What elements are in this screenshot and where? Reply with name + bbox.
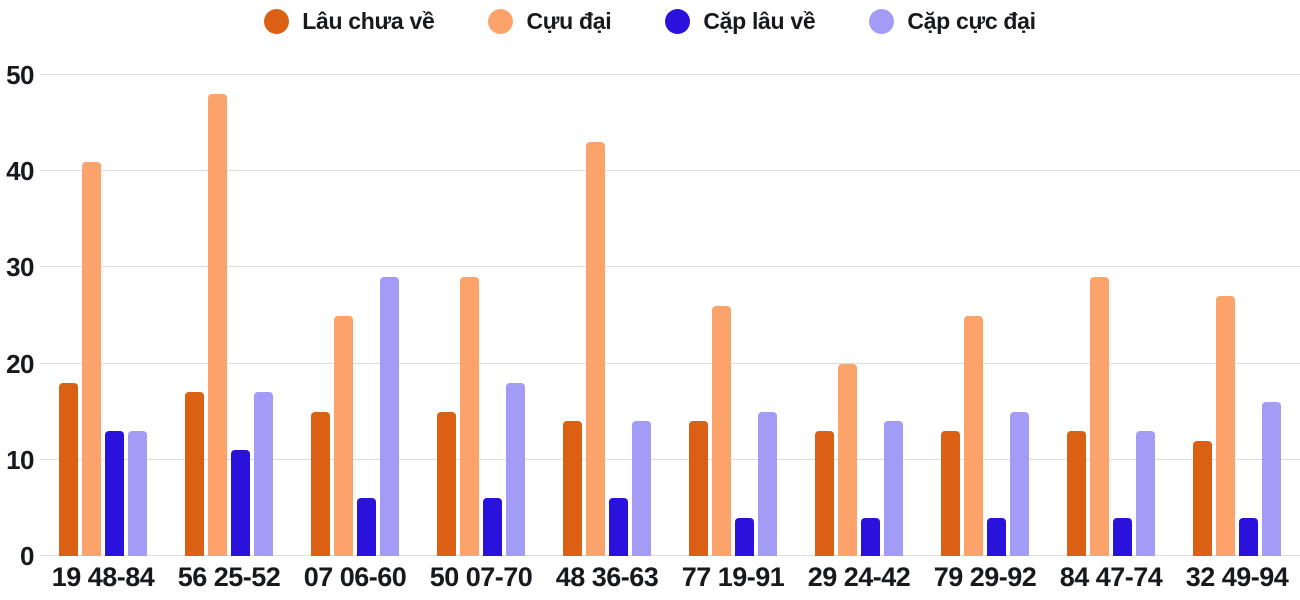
bar-series-1 [689, 421, 708, 556]
gridline-y-40 [40, 170, 1300, 172]
bar-group-10 [1174, 75, 1300, 556]
bar-series-3 [105, 430, 124, 556]
bar-series-2 [460, 277, 479, 556]
y-tick-label: 10 [6, 444, 34, 475]
x-category-label: 56 25-52 [177, 562, 281, 592]
bar-series-3 [231, 450, 250, 556]
bar-series-1 [59, 382, 78, 556]
bar-group-7 [796, 75, 922, 556]
bar-series-2 [1216, 296, 1235, 556]
bar-group-3 [292, 75, 418, 556]
y-tick-label: 40 [6, 156, 34, 187]
y-axis-labels: 0 10 20 30 40 50 [0, 60, 34, 571]
bar-group-4 [418, 75, 544, 556]
bar-series-3 [861, 517, 880, 556]
gridline-y-30 [40, 266, 1300, 268]
bar-series-1 [815, 430, 834, 556]
chart-legend: Lâu chưa về Cựu đại Cặp lâu về Cặp cực đại [0, 8, 1300, 35]
bar-series-3 [1113, 517, 1132, 556]
x-category-label: 84 47-74 [1059, 562, 1163, 592]
legend-label: Cựu đại [526, 8, 612, 34]
bar-groups [40, 75, 1300, 556]
bar-series-4 [380, 277, 399, 556]
legend-item-4[interactable]: Cặp cực đại [869, 8, 1036, 35]
x-category-label: 07 06-60 [303, 562, 407, 592]
bar-series-1 [1193, 440, 1212, 556]
x-category-label: 79 29-92 [933, 562, 1037, 592]
bar-series-2 [208, 94, 227, 556]
gridline-y-10 [40, 458, 1300, 460]
legend-label: Cặp lâu về [703, 8, 816, 34]
bar-series-3 [357, 498, 376, 556]
x-axis-labels: 19 48-84 56 25-52 07 06-60 50 07-70 48 36-63… [40, 562, 1300, 593]
bar-series-4 [758, 411, 777, 556]
bar-group-8 [922, 75, 1048, 556]
x-category-label: 32 49-94 [1185, 562, 1289, 592]
bar-group-9 [1048, 75, 1174, 556]
bar-series-3 [609, 498, 628, 556]
bar-series-1 [941, 430, 960, 556]
bar-series-4 [632, 421, 651, 556]
bar-series-2 [964, 315, 983, 556]
bar-series-4 [1262, 402, 1281, 556]
bar-series-4 [1010, 411, 1029, 556]
bar-series-1 [185, 392, 204, 556]
legend-label: Cặp cực đại [907, 8, 1036, 34]
bar-series-2 [1090, 277, 1109, 556]
bar-group-5 [544, 75, 670, 556]
bar-series-4 [506, 382, 525, 556]
legend-dot-icon [264, 9, 290, 34]
legend-item-2[interactable]: Cựu đại [488, 8, 612, 35]
gridline-y-20 [40, 362, 1300, 364]
x-category-label: 77 19-91 [681, 562, 785, 592]
bar-series-2 [838, 363, 857, 556]
y-tick-label: 30 [6, 252, 34, 283]
legend-item-1[interactable]: Lâu chưa về [264, 8, 435, 35]
gridline-y-0 [40, 555, 1300, 556]
bar-series-2 [82, 161, 101, 556]
legend-item-3[interactable]: Cặp lâu về [665, 8, 816, 35]
bar-series-2 [334, 315, 353, 556]
bar-series-4 [884, 421, 903, 556]
y-tick-label: 50 [6, 60, 34, 90]
bar-series-2 [712, 305, 731, 556]
bar-series-3 [483, 498, 502, 556]
x-category-label: 48 36-63 [555, 562, 659, 592]
bar-series-3 [987, 517, 1006, 556]
bar-series-4 [1136, 430, 1155, 556]
x-category-label: 19 48-84 [51, 562, 155, 592]
x-category-label: 50 07-70 [429, 562, 533, 592]
bar-series-4 [128, 430, 147, 556]
legend-dot-icon [488, 9, 514, 34]
x-category-label: 29 24-42 [807, 562, 911, 592]
plot-area [40, 74, 1300, 556]
bar-series-1 [563, 421, 582, 556]
legend-label: Lâu chưa về [302, 8, 435, 34]
gridline-y-50 [40, 74, 1300, 75]
bar-series-1 [437, 411, 456, 556]
legend-dot-icon [665, 9, 691, 34]
bar-series-3 [1239, 517, 1258, 556]
bar-series-1 [311, 411, 330, 556]
bar-group-1 [40, 75, 166, 556]
legend-dot-icon [869, 9, 895, 34]
bar-series-2 [586, 142, 605, 556]
bar-group-6 [670, 75, 796, 556]
bar-series-4 [254, 392, 273, 556]
y-tick-label: 20 [6, 348, 34, 379]
y-tick-label: 0 [20, 541, 34, 571]
bar-series-3 [735, 517, 754, 556]
bar-series-1 [1067, 430, 1086, 556]
bar-group-2 [166, 75, 292, 556]
